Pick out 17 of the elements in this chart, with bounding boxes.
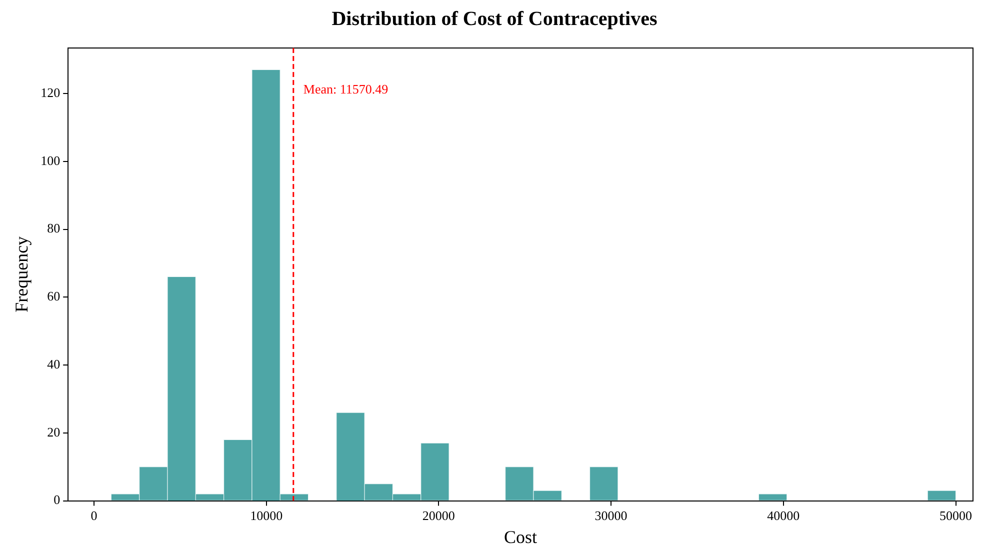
x-tick-label: 30000 xyxy=(594,508,628,524)
y-tick-label: 0 xyxy=(54,492,60,508)
x-tick-label: 40000 xyxy=(767,508,800,524)
x-tick-label: 10000 xyxy=(250,508,283,524)
y-tick-label: 80 xyxy=(47,220,60,236)
chart-title: Distribution of Cost of Contraceptives xyxy=(332,8,658,30)
y-tick-label: 120 xyxy=(40,84,60,100)
y-tick-label: 40 xyxy=(47,356,60,372)
x-tick-label: 50000 xyxy=(940,508,972,524)
y-tick-label: 20 xyxy=(47,424,60,440)
x-tick-label: 20000 xyxy=(422,508,455,524)
y-axis-title: Frequency xyxy=(12,236,32,312)
ref-line-label: Mean: 11570.49 xyxy=(303,81,388,96)
y-tick-label: 100 xyxy=(40,152,60,168)
y-tick-label: 60 xyxy=(47,288,60,304)
x-axis-title: Cost xyxy=(504,526,538,547)
x-tick-label: 0 xyxy=(90,508,98,524)
